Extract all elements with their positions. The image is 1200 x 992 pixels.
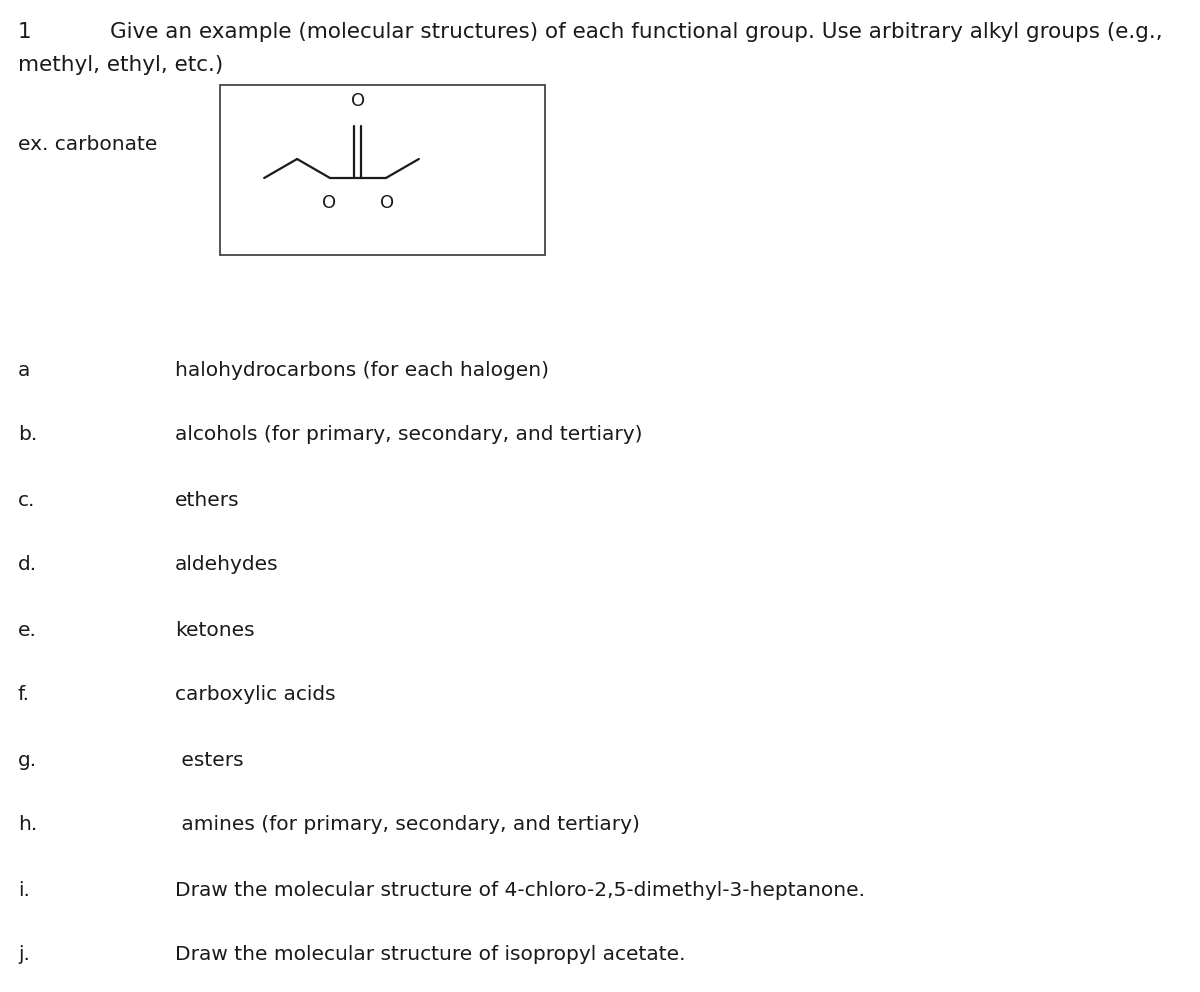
Text: d.: d. [18,556,37,574]
Text: esters: esters [175,751,244,770]
Text: carboxylic acids: carboxylic acids [175,685,336,704]
Text: h.: h. [18,815,37,834]
Text: Draw the molecular structure of isopropyl acetate.: Draw the molecular structure of isopropy… [175,945,685,964]
Text: halohydrocarbons (for each halogen): halohydrocarbons (for each halogen) [175,360,550,380]
Text: ex. carbonate: ex. carbonate [18,136,157,155]
Text: Give an example (molecular structures) of each functional group. Use arbitrary a: Give an example (molecular structures) o… [110,22,1163,42]
Text: i.: i. [18,881,30,900]
Text: alcohols (for primary, secondary, and tertiary): alcohols (for primary, secondary, and te… [175,426,642,444]
Text: g.: g. [18,751,37,770]
Text: ketones: ketones [175,621,254,640]
Text: b.: b. [18,426,37,444]
Text: 1: 1 [18,22,31,42]
Bar [220,85,545,255]
Text: ethers: ethers [175,490,240,510]
Text: O: O [322,194,336,212]
Text: c.: c. [18,490,35,510]
Text: f.: f. [18,685,30,704]
Text: amines (for primary, secondary, and tertiary): amines (for primary, secondary, and tert… [175,815,640,834]
Text: methyl, ethyl, etc.): methyl, ethyl, etc.) [18,55,223,75]
Text: O: O [380,194,394,212]
Text: j.: j. [18,945,30,964]
Text: aldehydes: aldehydes [175,556,278,574]
Text: a: a [18,360,30,380]
Text: Draw the molecular structure of 4-chloro-2,5-dimethyl-3-heptanone.: Draw the molecular structure of 4-chloro… [175,881,865,900]
Text: e.: e. [18,621,37,640]
Text: O: O [350,92,365,110]
